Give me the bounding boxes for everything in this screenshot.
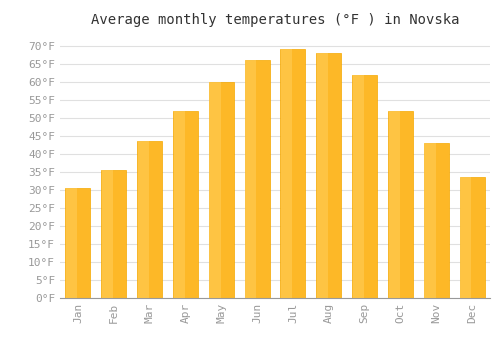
Title: Average monthly temperatures (°F ) in Novska: Average monthly temperatures (°F ) in No… — [91, 13, 459, 27]
Bar — [244, 60, 270, 298]
Bar — [245, 60, 256, 298]
Bar — [352, 75, 364, 298]
Bar — [460, 177, 471, 298]
Bar — [424, 143, 449, 298]
Bar — [316, 53, 342, 298]
Bar — [208, 82, 234, 298]
Bar — [66, 188, 90, 298]
Bar — [101, 170, 126, 298]
Bar — [352, 75, 377, 298]
Bar — [317, 53, 328, 298]
Bar — [210, 82, 220, 298]
Bar — [173, 111, 198, 298]
Bar — [388, 111, 413, 298]
Bar — [102, 170, 113, 298]
Bar — [281, 49, 292, 298]
Bar — [137, 141, 162, 298]
Bar — [174, 111, 185, 298]
Bar — [424, 143, 436, 298]
Bar — [138, 141, 149, 298]
Bar — [388, 111, 400, 298]
Bar — [280, 49, 305, 298]
Bar — [66, 188, 78, 298]
Bar — [460, 177, 484, 298]
